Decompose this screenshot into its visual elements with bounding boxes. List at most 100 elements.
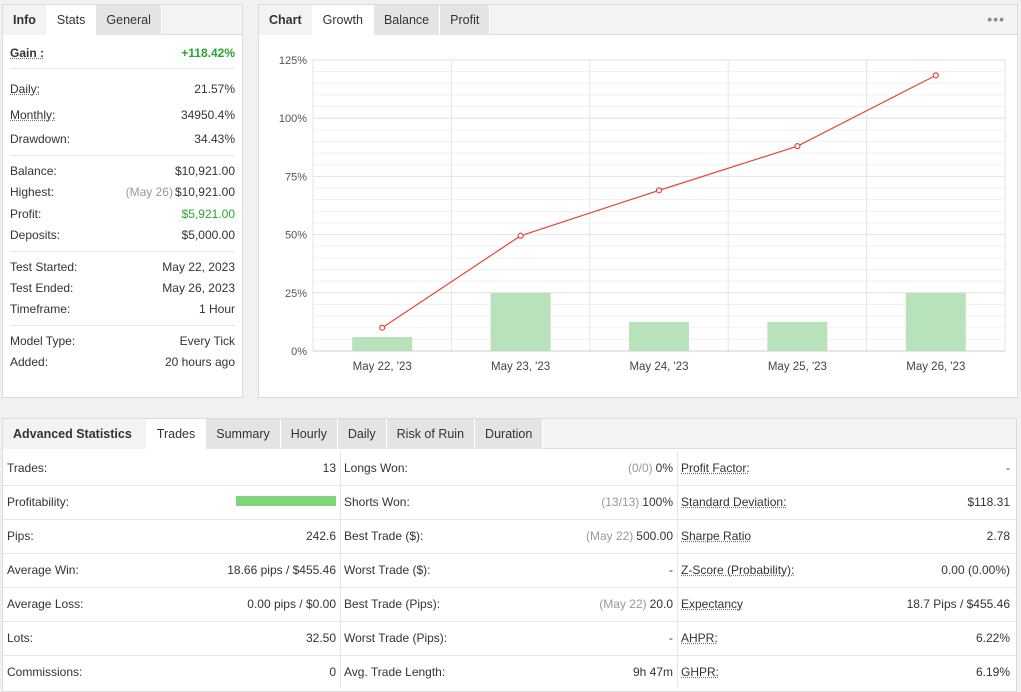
chart-tabbar: Chart Growth Balance Profit: [259, 5, 1017, 36]
stat-value-text: $118.31: [967, 495, 1011, 509]
row-divider: [3, 519, 1016, 520]
stat-row-worst-trade: Worst Trade ($): -: [340, 553, 677, 587]
divider: [10, 325, 235, 326]
stat-row-avg-trade-length: Avg. Trade Length: 9h 47m: [340, 655, 677, 689]
stat-label: Average Loss:: [7, 597, 84, 611]
adv-panel-tab-summary[interactable]: Summary: [206, 419, 281, 449]
stat-row-trades: Trades: 13: [3, 451, 340, 485]
stat-row-longs-won: Longs Won: (0/0) 0%: [340, 451, 677, 485]
stat-label: Commissions:: [7, 665, 83, 679]
stat-label: Trades:: [7, 461, 48, 475]
stat-row-profit-factor: Profit Factor: -: [677, 451, 1014, 485]
stat-row-commissions: Commissions: 0: [3, 655, 340, 689]
chart-panel-tab-chart: Chart: [259, 5, 313, 35]
column-divider: [340, 451, 341, 689]
x-tick-label: May 23, '23: [491, 361, 550, 373]
daily-label: Daily:: [10, 82, 41, 96]
stat-label: Expectancy: [681, 597, 744, 611]
model-type-value: Every Tick: [179, 334, 235, 348]
model-type-row: Model Type: Every Tick: [10, 333, 235, 349]
x-tick-label: May 26, '23: [906, 361, 965, 373]
row-divider: [3, 655, 1016, 656]
chart-panel-tab-profit[interactable]: Profit: [440, 5, 491, 35]
balance-value: $10,921.00: [174, 164, 235, 178]
stat-label: Worst Trade ($):: [344, 563, 431, 577]
highest-row: Highest: (May 26) $10,921.00: [10, 184, 235, 200]
bar-may-22-23: [352, 337, 413, 351]
stat-row-average-loss: Average Loss: 0.00 pips / $0.00: [3, 587, 340, 621]
adv-panel-tab-hourly[interactable]: Hourly: [280, 419, 338, 449]
stat-value: (0/0) 0%: [628, 461, 673, 475]
stat-value: -: [1006, 461, 1010, 475]
row-divider: [3, 553, 1016, 554]
profit-row: Profit: $5,921.00: [10, 206, 235, 222]
adv-panel-tab-advanced-statistics: Advanced Statistics: [3, 419, 147, 449]
drawdown-row: Drawdown: 34.43%: [10, 131, 235, 147]
chart-panel-tab-growth[interactable]: Growth: [312, 5, 374, 36]
test-ended-value: May 26, 2023: [162, 281, 235, 295]
stat-value-text: -: [669, 563, 673, 577]
added-row: Added: 20 hours ago: [10, 354, 235, 370]
chart-panel: Chart Growth Balance Profit ••• 0% 25% 50% 75%…: [258, 4, 1018, 398]
test-started-value: May 22, 2023: [162, 260, 235, 274]
gain-row: Gain : +118.42%: [10, 45, 235, 61]
highest-value: $10,921.00: [174, 185, 235, 199]
stat-value-text: -: [669, 631, 673, 645]
stat-value-text: 0.00 (0.00%): [941, 563, 1010, 577]
growth-point-may-25-23: [794, 143, 801, 150]
test-started-label: Test Started:: [10, 260, 78, 274]
chart-panel-tab-balance[interactable]: Balance: [373, 5, 441, 35]
stat-label: Pips:: [7, 529, 34, 543]
stat-value-text: -: [1006, 461, 1010, 475]
growth-point-may-23-23: [517, 232, 524, 239]
divider: [10, 68, 235, 69]
deposits-value: $5,000.00: [181, 228, 235, 242]
info-tabbar: Info Stats General: [3, 5, 242, 36]
row-divider: [3, 621, 1016, 622]
info-panel-tab-info: Info: [3, 5, 47, 35]
info-panel-tab-stats[interactable]: Stats: [46, 5, 97, 36]
balance-label: Balance:: [10, 164, 57, 178]
highest-date: (May 26): [125, 185, 173, 199]
daily-value: 21.57%: [194, 82, 235, 96]
stat-row-standard-deviation: Standard Deviation: $118.31: [677, 485, 1014, 519]
balance-row: Balance: $10,921.00: [10, 163, 235, 179]
info-panel-tab-general[interactable]: General: [96, 5, 162, 35]
stat-label: Profitability:: [7, 495, 70, 509]
stat-value-detail: (0/0): [627, 461, 653, 475]
stat-row-expectancy: Expectancy 18.7 Pips / $455.46: [677, 587, 1014, 621]
stat-value: (13/13) 100%: [601, 495, 673, 509]
stat-value: 18.66 pips / $455.46: [227, 563, 336, 577]
info-panel: Info Stats General Gain : +118.42% Daily: …: [2, 4, 243, 398]
stat-value-detail: (13/13): [601, 495, 640, 509]
monthly-label: Monthly:: [10, 108, 56, 122]
x-tick-label: May 24, '23: [629, 361, 688, 373]
stat-value-text: 100%: [642, 495, 673, 509]
bar-may-23-23: [490, 292, 551, 351]
adv-panel-tab-risk-of-ruin[interactable]: Risk of Ruin: [386, 419, 476, 449]
advanced-stats-tabbar: Advanced Statistics Trades Summary Hourly Da…: [3, 419, 1016, 450]
row-divider: [3, 485, 1016, 486]
growth-point-may-24-23: [655, 187, 663, 194]
y-tick-label: 75%: [285, 171, 307, 183]
more-menu-icon[interactable]: •••: [987, 11, 1005, 27]
stat-row-ahpr: AHPR: 6.22%: [677, 621, 1014, 655]
stat-value: 9h 47m: [633, 665, 673, 679]
stat-value-text: 6.22%: [975, 631, 1010, 645]
bar-may-26-23: [905, 292, 966, 351]
stat-value-text: 0%: [655, 461, 673, 475]
stat-value: 13: [323, 461, 336, 475]
stat-value: 2.78: [987, 529, 1010, 543]
y-tick-label: 0%: [291, 346, 307, 358]
adv-panel-tab-trades[interactable]: Trades: [146, 419, 207, 450]
profitability-bar: [236, 496, 336, 506]
monthly-row: Monthly: 34950.4%: [10, 107, 235, 123]
adv-panel-tab-daily[interactable]: Daily: [337, 419, 387, 449]
timeframe-row: Timeframe: 1 Hour: [10, 301, 235, 317]
plot-area: [312, 59, 1006, 352]
adv-panel-tab-duration[interactable]: Duration: [475, 419, 544, 449]
stat-label: Longs Won:: [344, 461, 408, 475]
stat-value-text: 6.19%: [975, 665, 1010, 679]
divider: [10, 251, 235, 252]
stat-label: GHPR:: [681, 665, 720, 679]
